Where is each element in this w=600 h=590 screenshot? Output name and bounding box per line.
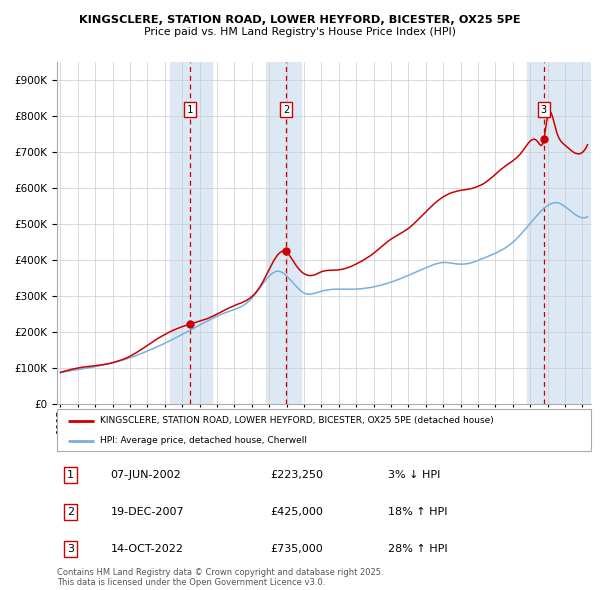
Text: HPI: Average price, detached house, Cherwell: HPI: Average price, detached house, Cher… [100, 436, 307, 445]
Text: 18% ↑ HPI: 18% ↑ HPI [388, 507, 448, 517]
Text: 14-OCT-2022: 14-OCT-2022 [110, 543, 184, 553]
Text: 1: 1 [187, 105, 193, 115]
Text: £735,000: £735,000 [271, 543, 323, 553]
Bar [527, 62, 591, 404]
Text: Price paid vs. HM Land Registry's House Price Index (HPI): Price paid vs. HM Land Registry's House … [144, 27, 456, 37]
Bar [170, 62, 212, 404]
Text: Contains HM Land Registry data © Crown copyright and database right 2025.
This d: Contains HM Land Registry data © Crown c… [57, 568, 383, 587]
Text: £223,250: £223,250 [271, 470, 323, 480]
FancyBboxPatch shape [57, 409, 591, 451]
Text: £425,000: £425,000 [271, 507, 323, 517]
Text: 3: 3 [541, 105, 547, 115]
Text: 2: 2 [283, 105, 289, 115]
Text: 19-DEC-2007: 19-DEC-2007 [110, 507, 184, 517]
Text: 3: 3 [67, 543, 74, 553]
Text: 2: 2 [67, 507, 74, 517]
Text: KINGSCLERE, STATION ROAD, LOWER HEYFORD, BICESTER, OX25 5PE: KINGSCLERE, STATION ROAD, LOWER HEYFORD,… [79, 15, 521, 25]
Text: 3% ↓ HPI: 3% ↓ HPI [388, 470, 440, 480]
Text: 07-JUN-2002: 07-JUN-2002 [110, 470, 181, 480]
Text: 1: 1 [67, 470, 74, 480]
Text: 28% ↑ HPI: 28% ↑ HPI [388, 543, 448, 553]
Text: KINGSCLERE, STATION ROAD, LOWER HEYFORD, BICESTER, OX25 5PE (detached house): KINGSCLERE, STATION ROAD, LOWER HEYFORD,… [100, 417, 493, 425]
Bar [266, 62, 301, 404]
